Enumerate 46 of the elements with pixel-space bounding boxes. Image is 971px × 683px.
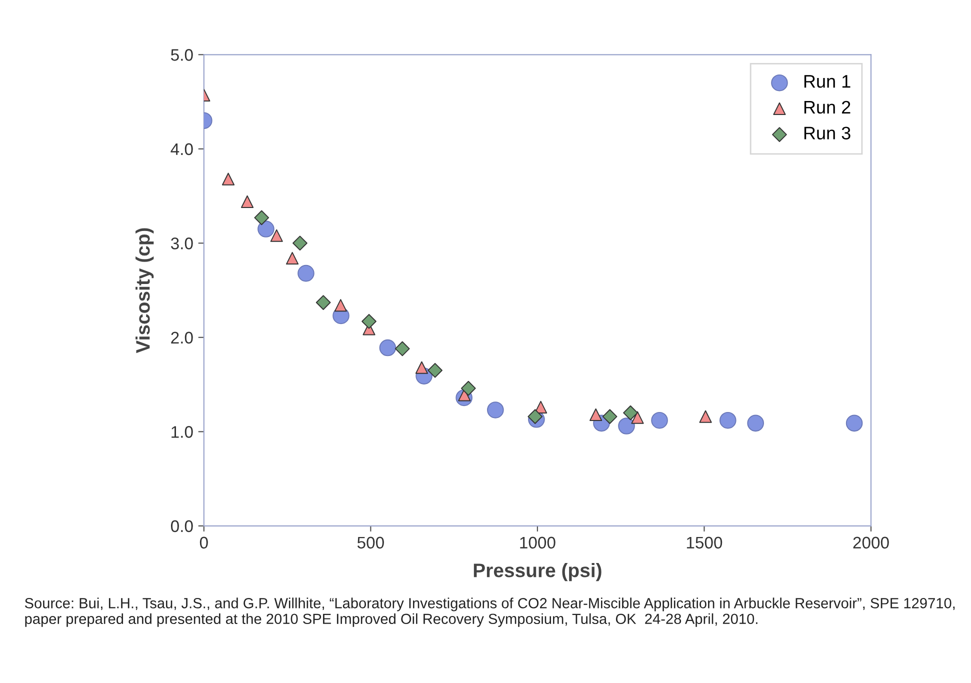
point [286,252,299,265]
y-tick-label: 3.0 [170,238,193,250]
point [394,341,410,356]
point [623,405,638,420]
point [846,414,863,432]
y-tick-label: 4.0 [170,143,193,156]
point [631,411,644,424]
point [298,264,314,282]
legend-label: Run 2 [804,100,850,114]
point [534,400,548,414]
point [590,408,602,421]
point [602,409,618,424]
legend-label: Run 1 [804,75,850,88]
point [699,410,712,423]
point [719,412,736,429]
legend-label: Run 3 [804,126,850,140]
y-tick-label: 0.0 [170,520,193,532]
point [428,362,442,378]
x-tick-label: 500 [357,536,384,549]
point [651,412,668,429]
x-tick-label: 1500 [686,536,722,549]
y-tick-label: 2.0 [171,332,193,344]
point [292,236,308,251]
x-axis-title: Pressure (psi) [474,562,602,582]
point [379,339,396,356]
point [747,414,764,432]
y-axis-title: Viscosity (cp) [136,228,154,354]
point [528,409,543,424]
x-tick-label: 1000 [520,536,556,549]
point [415,361,428,374]
point [487,402,504,418]
y-tick-label: 1.0 [172,426,193,438]
point [240,195,254,208]
y-tick-label: 5.0 [170,49,193,61]
point [254,210,270,226]
source-note: Source: Bui, L.H., Tsau, J.S., and G.P. Willhite, “Laboratory Investigations of CO2 Near-Miscible Application in Arbuckle Reservoir”, SPE 129710, paper prepared and presented at the 2010 SPE Improved Oil Recovery Symposium, Tulsa, OK 24-28 April, 2010. [24,598,955,627]
point [362,314,376,329]
point [316,295,331,310]
point [460,380,476,396]
point [222,172,235,186]
point [270,229,283,242]
point [618,418,635,434]
point [258,220,274,238]
point [334,299,347,312]
x-tick-label: 2000 [853,536,889,549]
x-tick-label: 0 [200,536,208,549]
